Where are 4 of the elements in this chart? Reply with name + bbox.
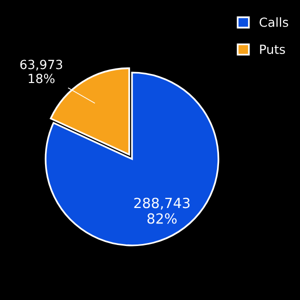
data-label: 63,973 18% [20, 60, 62, 84]
data-label: 288,743 82% [134, 198, 190, 224]
legend-label: Calls [260, 17, 288, 27]
legend-label: Puts [260, 44, 285, 54]
